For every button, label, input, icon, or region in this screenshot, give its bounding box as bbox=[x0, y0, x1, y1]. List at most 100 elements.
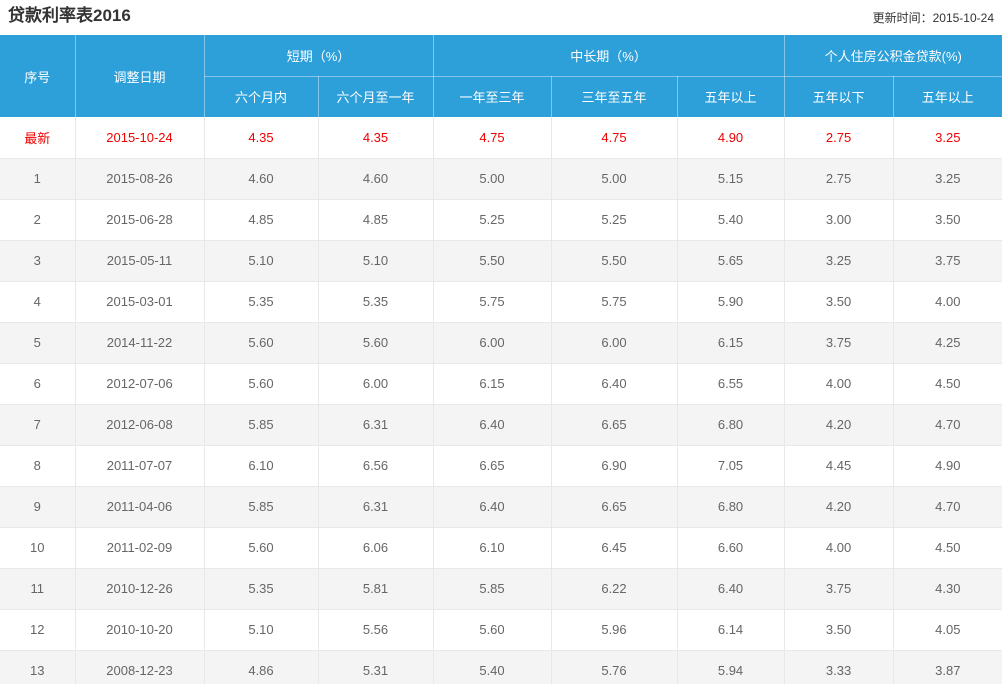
rate-cell: 5.75 bbox=[433, 281, 552, 323]
rate-cell: 4.00 bbox=[893, 281, 1002, 323]
table-row: 9 2011-04-06 5.85 6.31 6.40 6.65 6.80 4.20 4.70 bbox=[0, 486, 1002, 528]
rate-cell: 6.65 bbox=[551, 486, 678, 528]
rate-cell: 2.75 bbox=[784, 117, 894, 159]
rate-cell: 6.06 bbox=[318, 527, 434, 569]
rate-cell: 5.00 bbox=[433, 158, 552, 200]
rate-cell: 4.85 bbox=[204, 199, 319, 241]
rate-cell: 6.90 bbox=[551, 445, 678, 487]
rate-cell: 6.22 bbox=[551, 568, 678, 610]
row-index-cell: 2 bbox=[0, 199, 76, 241]
rate-cell: 2.75 bbox=[784, 158, 894, 200]
adjust-date-cell: 2010-12-26 bbox=[75, 568, 205, 610]
table-row: 1 2015-08-26 4.60 4.60 5.00 5.00 5.15 2.75 3.25 bbox=[0, 158, 1002, 200]
rate-cell: 5.75 bbox=[551, 281, 678, 323]
rate-cell: 4.25 bbox=[893, 322, 1002, 364]
sub-header-fund-over-5y: 五年以上 bbox=[893, 76, 1002, 117]
rate-cell: 4.45 bbox=[784, 445, 894, 487]
adjust-date-cell: 2012-06-08 bbox=[75, 404, 205, 446]
rate-cell: 6.65 bbox=[551, 404, 678, 446]
rate-cell: 3.25 bbox=[893, 158, 1002, 200]
rate-cell: 5.35 bbox=[318, 281, 434, 323]
col-header-index: 序号 bbox=[0, 35, 76, 117]
rate-cell: 3.75 bbox=[893, 240, 1002, 282]
rate-cell: 6.45 bbox=[551, 527, 678, 569]
table-row: 12 2010-10-20 5.10 5.56 5.60 5.96 6.14 3.50 4.05 bbox=[0, 609, 1002, 651]
rate-cell: 6.80 bbox=[677, 404, 785, 446]
update-time-date: 2015-10-24 bbox=[932, 11, 994, 25]
row-index-cell: 12 bbox=[0, 609, 76, 651]
rate-cell: 5.10 bbox=[204, 609, 319, 651]
rate-cell: 6.60 bbox=[677, 527, 785, 569]
rate-cell: 5.10 bbox=[318, 240, 434, 282]
update-time: 更新时间：2015-10-24 bbox=[873, 4, 994, 26]
rate-cell: 3.25 bbox=[893, 117, 1002, 159]
rate-cell: 4.90 bbox=[893, 445, 1002, 487]
rate-cell: 6.00 bbox=[318, 363, 434, 405]
rate-cell: 3.75 bbox=[784, 322, 894, 364]
rate-cell: 6.15 bbox=[433, 363, 552, 405]
rate-cell: 6.10 bbox=[433, 527, 552, 569]
adjust-date-cell: 2010-10-20 bbox=[75, 609, 205, 651]
group-header-short-term: 短期（%） bbox=[204, 35, 434, 77]
table-row: 3 2015-05-11 5.10 5.10 5.50 5.50 5.65 3.25 3.75 bbox=[0, 240, 1002, 282]
row-index-cell: 13 bbox=[0, 650, 76, 684]
rate-cell: 6.40 bbox=[433, 486, 552, 528]
rate-cell: 3.75 bbox=[784, 568, 894, 610]
rate-cell: 3.00 bbox=[784, 199, 894, 241]
rate-cell: 5.85 bbox=[204, 486, 319, 528]
rate-cell: 6.31 bbox=[318, 404, 434, 446]
row-index-cell: 5 bbox=[0, 322, 76, 364]
table-row: 6 2012-07-06 5.60 6.00 6.15 6.40 6.55 4.00 4.50 bbox=[0, 363, 1002, 405]
adjust-date-cell: 2015-06-28 bbox=[75, 199, 205, 241]
adjust-date-cell: 2011-04-06 bbox=[75, 486, 205, 528]
rate-cell: 3.33 bbox=[784, 650, 894, 684]
rate-cell: 5.00 bbox=[551, 158, 678, 200]
rate-cell: 5.35 bbox=[204, 568, 319, 610]
rate-cell: 5.35 bbox=[204, 281, 319, 323]
row-index-cell: 最新 bbox=[0, 117, 76, 159]
rate-cell: 5.60 bbox=[433, 609, 552, 651]
rate-cell: 4.85 bbox=[318, 199, 434, 241]
table-row: 5 2014-11-22 5.60 5.60 6.00 6.00 6.15 3.75 4.25 bbox=[0, 322, 1002, 364]
rate-cell: 5.25 bbox=[551, 199, 678, 241]
row-index-cell: 7 bbox=[0, 404, 76, 446]
table-row: 4 2015-03-01 5.35 5.35 5.75 5.75 5.90 3.50 4.00 bbox=[0, 281, 1002, 323]
rate-cell: 6.80 bbox=[677, 486, 785, 528]
rate-cell: 5.60 bbox=[204, 527, 319, 569]
rate-cell: 5.50 bbox=[551, 240, 678, 282]
rate-cell: 5.90 bbox=[677, 281, 785, 323]
rate-cell: 6.14 bbox=[677, 609, 785, 651]
rate-cell: 4.20 bbox=[784, 486, 894, 528]
rate-cell: 5.10 bbox=[204, 240, 319, 282]
rate-cell: 4.35 bbox=[204, 117, 319, 159]
row-index-cell: 3 bbox=[0, 240, 76, 282]
loan-rate-table: 序号 调整日期 短期（%） 中长期（%） 个人住房公积金贷款(%) 六个月内 六… bbox=[0, 35, 1002, 684]
rate-cell: 4.50 bbox=[893, 527, 1002, 569]
adjust-date-cell: 2011-07-07 bbox=[75, 445, 205, 487]
adjust-date-cell: 2015-05-11 bbox=[75, 240, 205, 282]
adjust-date-cell: 2012-07-06 bbox=[75, 363, 205, 405]
rate-cell: 6.00 bbox=[433, 322, 552, 364]
rate-cell: 6.40 bbox=[551, 363, 678, 405]
adjust-date-cell: 2015-08-26 bbox=[75, 158, 205, 200]
rate-cell: 5.85 bbox=[433, 568, 552, 610]
rate-cell: 5.94 bbox=[677, 650, 785, 684]
rate-cell: 5.81 bbox=[318, 568, 434, 610]
rate-cell: 4.75 bbox=[551, 117, 678, 159]
page-title: 贷款利率表2016 bbox=[8, 6, 131, 25]
adjust-date-cell: 2014-11-22 bbox=[75, 322, 205, 364]
rate-cell: 4.75 bbox=[433, 117, 552, 159]
rate-cell: 3.50 bbox=[893, 199, 1002, 241]
update-time-label: 更新时间： bbox=[872, 11, 933, 25]
table-row: 最新 2015-10-24 4.35 4.35 4.75 4.75 4.90 2.75 3.25 bbox=[0, 117, 1002, 159]
rate-cell: 6.31 bbox=[318, 486, 434, 528]
rate-cell: 5.50 bbox=[433, 240, 552, 282]
table-header: 序号 调整日期 短期（%） 中长期（%） 个人住房公积金贷款(%) 六个月内 六… bbox=[0, 35, 1002, 117]
rate-cell: 4.20 bbox=[784, 404, 894, 446]
rate-cell: 5.56 bbox=[318, 609, 434, 651]
rate-cell: 3.25 bbox=[784, 240, 894, 282]
row-index-cell: 8 bbox=[0, 445, 76, 487]
rate-cell: 3.50 bbox=[784, 609, 894, 651]
rate-cell: 5.15 bbox=[677, 158, 785, 200]
rate-cell: 6.00 bbox=[551, 322, 678, 364]
